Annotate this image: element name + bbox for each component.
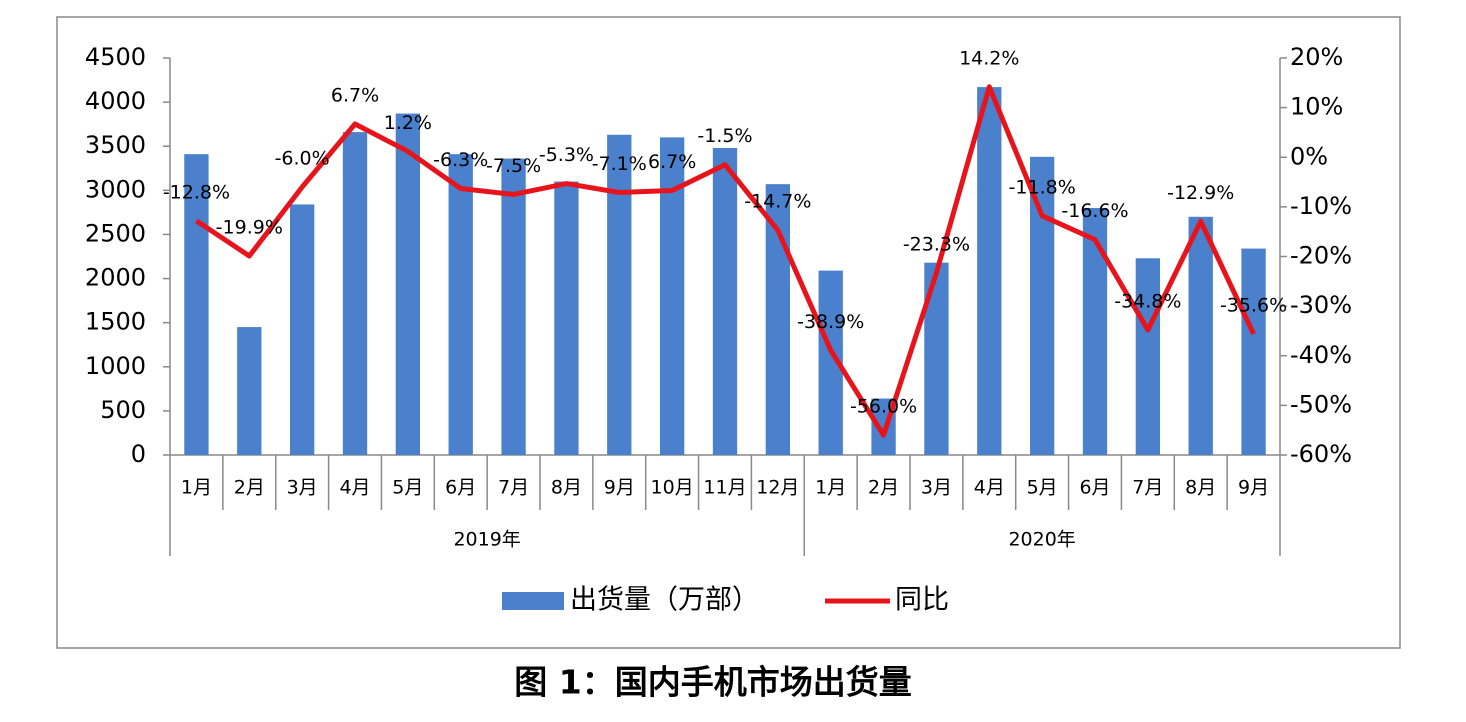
bar (712, 147, 738, 455)
y-tick-label: 1000 (85, 352, 146, 380)
chart-title: 图 1：国内手机市场出货量 (514, 663, 911, 702)
y-tick-label: 4500 (85, 43, 146, 71)
bar (289, 204, 315, 455)
data-label: -1.5% (697, 125, 752, 147)
x-tick-label: 2月 (868, 477, 899, 499)
data-label: -14.7% (744, 191, 811, 213)
x-tick-label: 9月 (604, 477, 635, 499)
bar (342, 132, 368, 455)
data-label: -38.9% (797, 311, 864, 333)
bar (765, 184, 791, 455)
y-tick-label: 2500 (85, 219, 146, 247)
data-label: -6.3% (433, 149, 488, 171)
y2-tick-label: -10% (1290, 192, 1352, 220)
bar (1029, 156, 1055, 455)
data-label: -34.8% (1114, 290, 1181, 312)
x-tick-label: 8月 (1185, 477, 1216, 499)
data-label: -6.0% (275, 148, 330, 170)
data-label: 6.7% (648, 151, 696, 173)
bar (554, 181, 579, 455)
x-tick-label: 12月 (756, 477, 799, 499)
data-label: -12.9% (1167, 182, 1234, 204)
y-tick-label: 1500 (85, 308, 146, 336)
bar (448, 154, 473, 455)
x-tick-label: 3月 (921, 477, 952, 499)
group-label: 2020年 (1008, 529, 1075, 551)
legend-swatch (502, 592, 564, 610)
data-label: -23.3% (903, 233, 970, 255)
x-tick-label: 6月 (445, 477, 476, 499)
y2-tick-label: -30% (1290, 291, 1352, 319)
y-tick-label: 3000 (85, 175, 146, 203)
x-tick-label: 6月 (1079, 477, 1110, 499)
data-label: -19.9% (216, 217, 283, 239)
bar (977, 87, 1002, 455)
y2-tick-label: -40% (1290, 341, 1352, 369)
data-label: 14.2% (959, 47, 1019, 69)
bar (1188, 216, 1213, 455)
y-tick-label: 2000 (85, 264, 146, 292)
y2-tick-label: -20% (1290, 242, 1352, 270)
bar (1082, 207, 1108, 455)
x-tick-label: 4月 (339, 477, 370, 499)
data-label: -7.5% (486, 155, 541, 177)
x-tick-label: 2月 (234, 477, 265, 499)
x-tick-label: 1月 (181, 477, 212, 499)
data-label: -12.8% (163, 181, 230, 203)
y2-tick-label: 20% (1290, 43, 1343, 71)
bar (184, 154, 209, 455)
y2-tick-label: 10% (1290, 93, 1343, 121)
data-label: -5.3% (539, 144, 594, 166)
legend-label: 出货量（万部） (570, 585, 759, 616)
x-tick-label: 8月 (551, 477, 582, 499)
bar (1241, 248, 1266, 455)
group-label: 2019年 (453, 529, 520, 551)
y2-tick-label: -60% (1290, 440, 1352, 468)
data-label: -7.1% (592, 153, 647, 175)
data-label: 1.2% (384, 112, 432, 134)
data-label: -11.8% (1009, 176, 1076, 198)
y2-tick-label: -50% (1290, 390, 1352, 418)
x-tick-label: 5月 (1027, 477, 1058, 499)
x-tick-label: 4月 (974, 477, 1005, 499)
data-label: -35.6% (1220, 294, 1287, 316)
bar (607, 134, 632, 455)
x-tick-label: 7月 (498, 477, 529, 499)
data-label: -56.0% (850, 396, 917, 418)
x-tick-label: 3月 (287, 477, 318, 499)
x-tick-label: 1月 (815, 477, 846, 499)
y-tick-label: 4000 (85, 87, 146, 115)
x-tick-label: 11月 (703, 477, 746, 499)
line (195, 84, 1256, 438)
legend-label: 同比 (895, 585, 949, 616)
bar (1135, 258, 1161, 455)
data-label: -16.6% (1061, 200, 1128, 222)
y2-tick-label: 0% (1290, 142, 1328, 170)
x-tick-label: 5月 (392, 477, 423, 499)
y-tick-label: 500 (100, 396, 146, 424)
y-tick-label: 0 (131, 440, 146, 468)
data-label: 6.7% (331, 85, 379, 107)
x-tick-label: 9月 (1238, 477, 1269, 499)
y-tick-label: 3500 (85, 131, 146, 159)
bar (237, 327, 262, 455)
bar (395, 113, 421, 455)
x-tick-label: 10月 (651, 477, 694, 499)
x-tick-label: 7月 (1132, 477, 1163, 499)
bar (501, 158, 526, 455)
